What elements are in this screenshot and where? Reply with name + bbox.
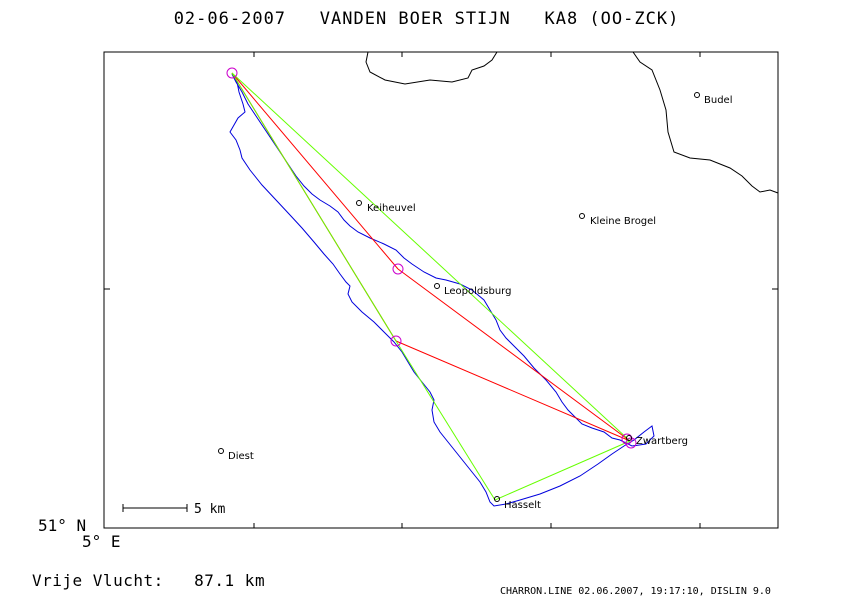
place-dot <box>494 496 500 502</box>
map-title: 02-06-2007 VANDEN BOER STIJN KA8 (OO-ZCK… <box>0 9 853 29</box>
place-dot <box>356 200 362 206</box>
place-label-zwartberg: Zwartberg <box>636 436 688 447</box>
flight-date: 02-06-2007 <box>173 9 287 29</box>
turnpoint-marker <box>390 335 402 347</box>
place-dot <box>626 435 632 441</box>
flight-track <box>229 73 655 507</box>
turnpoints <box>226 67 637 449</box>
national-border <box>365 51 779 194</box>
task-lines-green <box>231 72 631 501</box>
turnpoint-marker <box>392 263 404 275</box>
place-label-keiheuvel: Keiheuvel <box>367 203 416 214</box>
glider-id: KA8 (OO-ZCK) <box>544 9 680 29</box>
frame-ticks <box>104 52 778 528</box>
corner-longitude: 5° E <box>82 532 121 551</box>
place-label-diest: Diest <box>228 451 254 462</box>
credits: CHARRON.LINE 02.06.2007, 19:17:10, DISLI… <box>500 586 771 597</box>
place-dot <box>694 92 700 98</box>
scale-bar <box>122 504 188 512</box>
scale-label: 5 km <box>194 502 225 517</box>
corner-latitude: 51° N <box>38 516 87 535</box>
distance-label: Vrije Vlucht: <box>32 571 164 590</box>
place-label-leopoldsburg: Leopoldsburg <box>444 286 511 297</box>
map-frame <box>103 51 779 529</box>
place-dot <box>579 213 585 219</box>
pilot-name: VANDEN BOER STIJN <box>319 9 511 29</box>
distance-value: 87.1 km <box>194 571 266 590</box>
turnpoint-marker <box>226 67 238 79</box>
place-dot <box>434 283 440 289</box>
place-label-budel: Budel <box>704 95 732 106</box>
turnpoint-marker <box>621 433 633 445</box>
place-markers <box>218 92 700 502</box>
place-label-hasselt: Hasselt <box>504 500 541 511</box>
distance-summary: Vrije Vlucht: 87.1 km <box>32 571 265 590</box>
place-dot <box>218 448 224 454</box>
place-label-kleine-brogel: Kleine Brogel <box>590 216 656 227</box>
